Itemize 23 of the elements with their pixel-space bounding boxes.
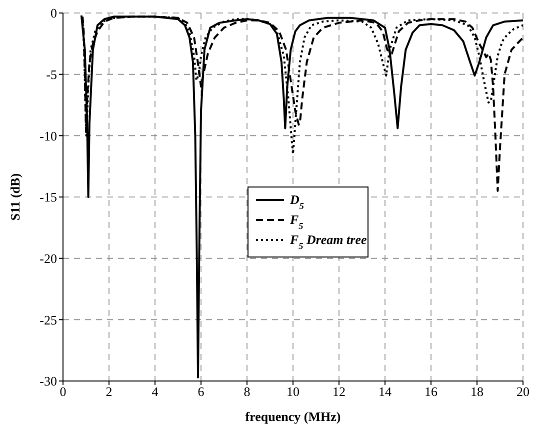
y-axis-title: S11 (dB) (8, 173, 23, 221)
x-tick-label: 4 (152, 384, 159, 400)
x-tick-label: 2 (106, 384, 112, 400)
legend-label: F$_{5}$ Dream tree (289, 232, 367, 251)
x-tick-label: 6 (198, 384, 205, 400)
y-tick-label: 0 (50, 6, 57, 21)
x-tick-label: 12 (332, 384, 346, 400)
y-tick-label: -25 (40, 312, 57, 328)
x-tick-label: 14 (378, 384, 392, 400)
y-tick-label: -5 (46, 66, 57, 82)
x-axis-title: frequency (MHz) (245, 409, 341, 424)
y-tick-label: -10 (40, 128, 57, 144)
y-tick-label: -30 (40, 374, 57, 389)
legend-label: F$_{5}$ (289, 212, 304, 231)
x-tick-label: 18 (470, 384, 484, 400)
y-tick-label: -15 (40, 190, 57, 205)
y-tick-label: -20 (40, 250, 57, 266)
x-tick-label: 0 (60, 384, 66, 400)
x-tick-label: 20 (516, 384, 530, 400)
legend-label: D$_{5}$ (289, 192, 304, 211)
x-tick-label: 8 (244, 384, 250, 400)
x-tick-label: 16 (424, 384, 438, 400)
x-tick-label: 10 (286, 384, 300, 400)
